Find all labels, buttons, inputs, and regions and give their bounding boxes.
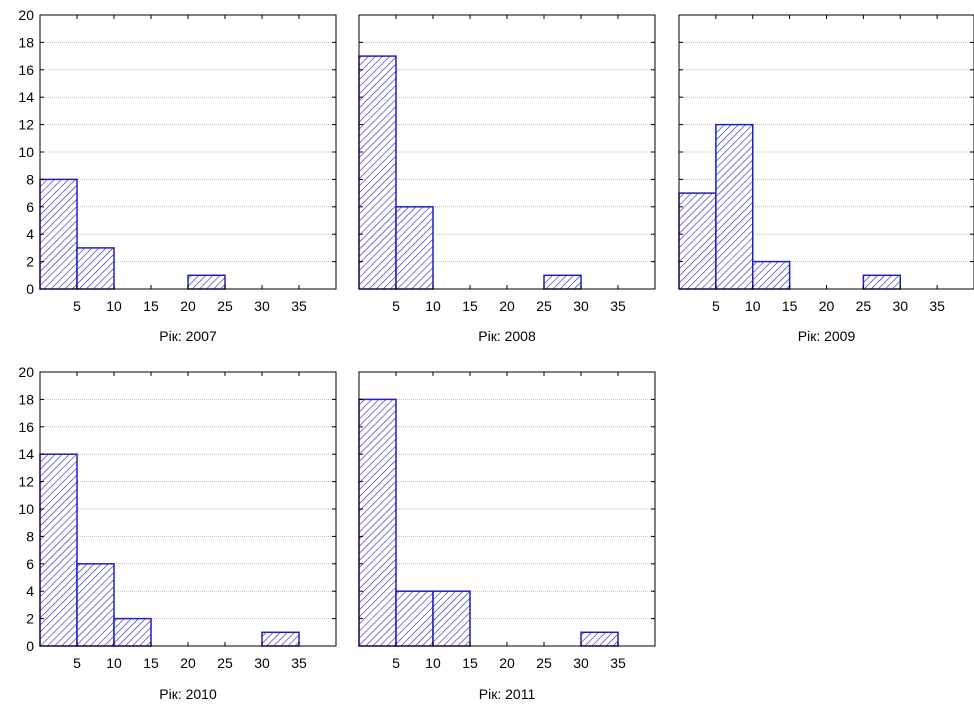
- y-tick-label: 10: [18, 501, 34, 517]
- y-tick-label: 8: [26, 171, 34, 187]
- y-tick-label: 12: [18, 117, 34, 133]
- histogram-bar: [543, 274, 582, 290]
- x-tick-label: 25: [536, 655, 552, 671]
- x-tick-label: 30: [892, 298, 908, 314]
- y-tick-label: 16: [18, 62, 34, 78]
- histogram-bar: [358, 55, 397, 290]
- x-tick-label: 5: [712, 298, 720, 314]
- x-tick-label: 10: [106, 298, 122, 314]
- y-tick-label: 18: [18, 34, 34, 50]
- y-tick-label: 16: [18, 419, 34, 435]
- x-tick-label: 35: [929, 298, 945, 314]
- x-tick-label: 25: [536, 298, 552, 314]
- y-tick-label: 4: [26, 226, 34, 242]
- histogram-bar: [76, 563, 115, 647]
- histogram-bar: [432, 590, 471, 647]
- panel-title: Рік: 2010: [159, 686, 217, 702]
- x-tick-label: 10: [425, 655, 441, 671]
- y-tick-label: 0: [26, 281, 34, 297]
- x-tick-label: 35: [610, 655, 626, 671]
- histogram-bar: [395, 590, 434, 647]
- x-tick-label: 20: [499, 655, 515, 671]
- y-tick-label: 20: [18, 7, 34, 23]
- histogram-panel: 5 10 15 20 25 30 35 Рік: 2008: [358, 14, 656, 344]
- histogram-bar: [187, 274, 226, 290]
- x-tick-label: 5: [73, 655, 81, 671]
- histogram-panel: 5 10 15 20 25 30 35 Рік: 2011: [358, 371, 656, 702]
- x-tick-label: 15: [462, 655, 478, 671]
- y-tick-label: 10: [18, 144, 34, 160]
- histogram-bar: [261, 631, 300, 647]
- x-tick-label: 15: [143, 298, 159, 314]
- histogram-panel: 0 2 4 6 8 10 12 14 16 18 20 5 10 15 20 25 30 35 Рік: 2010: [18, 364, 337, 702]
- y-tick-label: 18: [18, 391, 34, 407]
- y-tick-label: 0: [26, 638, 34, 654]
- panel-title: Рік: 2008: [478, 328, 536, 344]
- histogram-bar: [752, 260, 791, 290]
- y-tick-label: 6: [26, 556, 34, 572]
- x-tick-label: 35: [291, 298, 307, 314]
- x-tick-label: 15: [462, 298, 478, 314]
- histogram-bar: [580, 631, 619, 647]
- x-tick-label: 5: [392, 298, 400, 314]
- x-tick-label: 20: [180, 655, 196, 671]
- histogram-panel: 0 2 4 6 8 10 12 14 16 18 20 5 10 15 20 25 30 35 Рік: 2007: [18, 7, 337, 344]
- x-tick-label: 10: [106, 655, 122, 671]
- panel-title: Рік: 2007: [159, 328, 217, 344]
- x-tick-label: 20: [819, 298, 835, 314]
- x-tick-label: 30: [573, 298, 589, 314]
- x-tick-label: 5: [73, 298, 81, 314]
- histogram-bar: [678, 192, 717, 290]
- histogram-bar: [39, 178, 78, 290]
- y-tick-label: 12: [18, 474, 34, 490]
- panel-title: Рік: 2011: [479, 686, 536, 702]
- x-tick-label: 5: [392, 655, 400, 671]
- y-tick-label: 2: [26, 611, 34, 627]
- y-tick-label: 8: [26, 528, 34, 544]
- x-tick-label: 30: [573, 655, 589, 671]
- y-tick-label: 14: [18, 446, 34, 462]
- x-tick-label: 25: [856, 298, 872, 314]
- x-tick-label: 35: [610, 298, 626, 314]
- x-tick-label: 20: [499, 298, 515, 314]
- y-tick-label: 2: [26, 254, 34, 270]
- x-tick-label: 10: [745, 298, 761, 314]
- x-tick-label: 30: [254, 298, 270, 314]
- x-tick-label: 30: [254, 655, 270, 671]
- histogram-bar: [39, 453, 78, 647]
- histogram-bar: [76, 247, 115, 290]
- histogram-bar: [113, 617, 152, 647]
- histogram-bar: [395, 206, 434, 290]
- y-tick-label: 20: [18, 364, 34, 380]
- y-tick-label: 4: [26, 583, 34, 599]
- x-tick-label: 15: [143, 655, 159, 671]
- x-tick-label: 15: [782, 298, 798, 314]
- x-tick-label: 20: [180, 298, 196, 314]
- x-tick-label: 25: [217, 655, 233, 671]
- y-tick-label: 6: [26, 199, 34, 215]
- histogram-bar: [715, 123, 754, 290]
- histogram-panel: 5 10 15 20 25 30 35 Рік: 2009: [678, 14, 974, 344]
- x-tick-label: 35: [291, 655, 307, 671]
- x-tick-label: 10: [425, 298, 441, 314]
- panel-title: Рік: 2009: [798, 328, 856, 344]
- histogram-bar: [862, 274, 901, 290]
- x-tick-label: 25: [217, 298, 233, 314]
- histogram-bar: [358, 398, 397, 647]
- y-tick-label: 14: [18, 89, 34, 105]
